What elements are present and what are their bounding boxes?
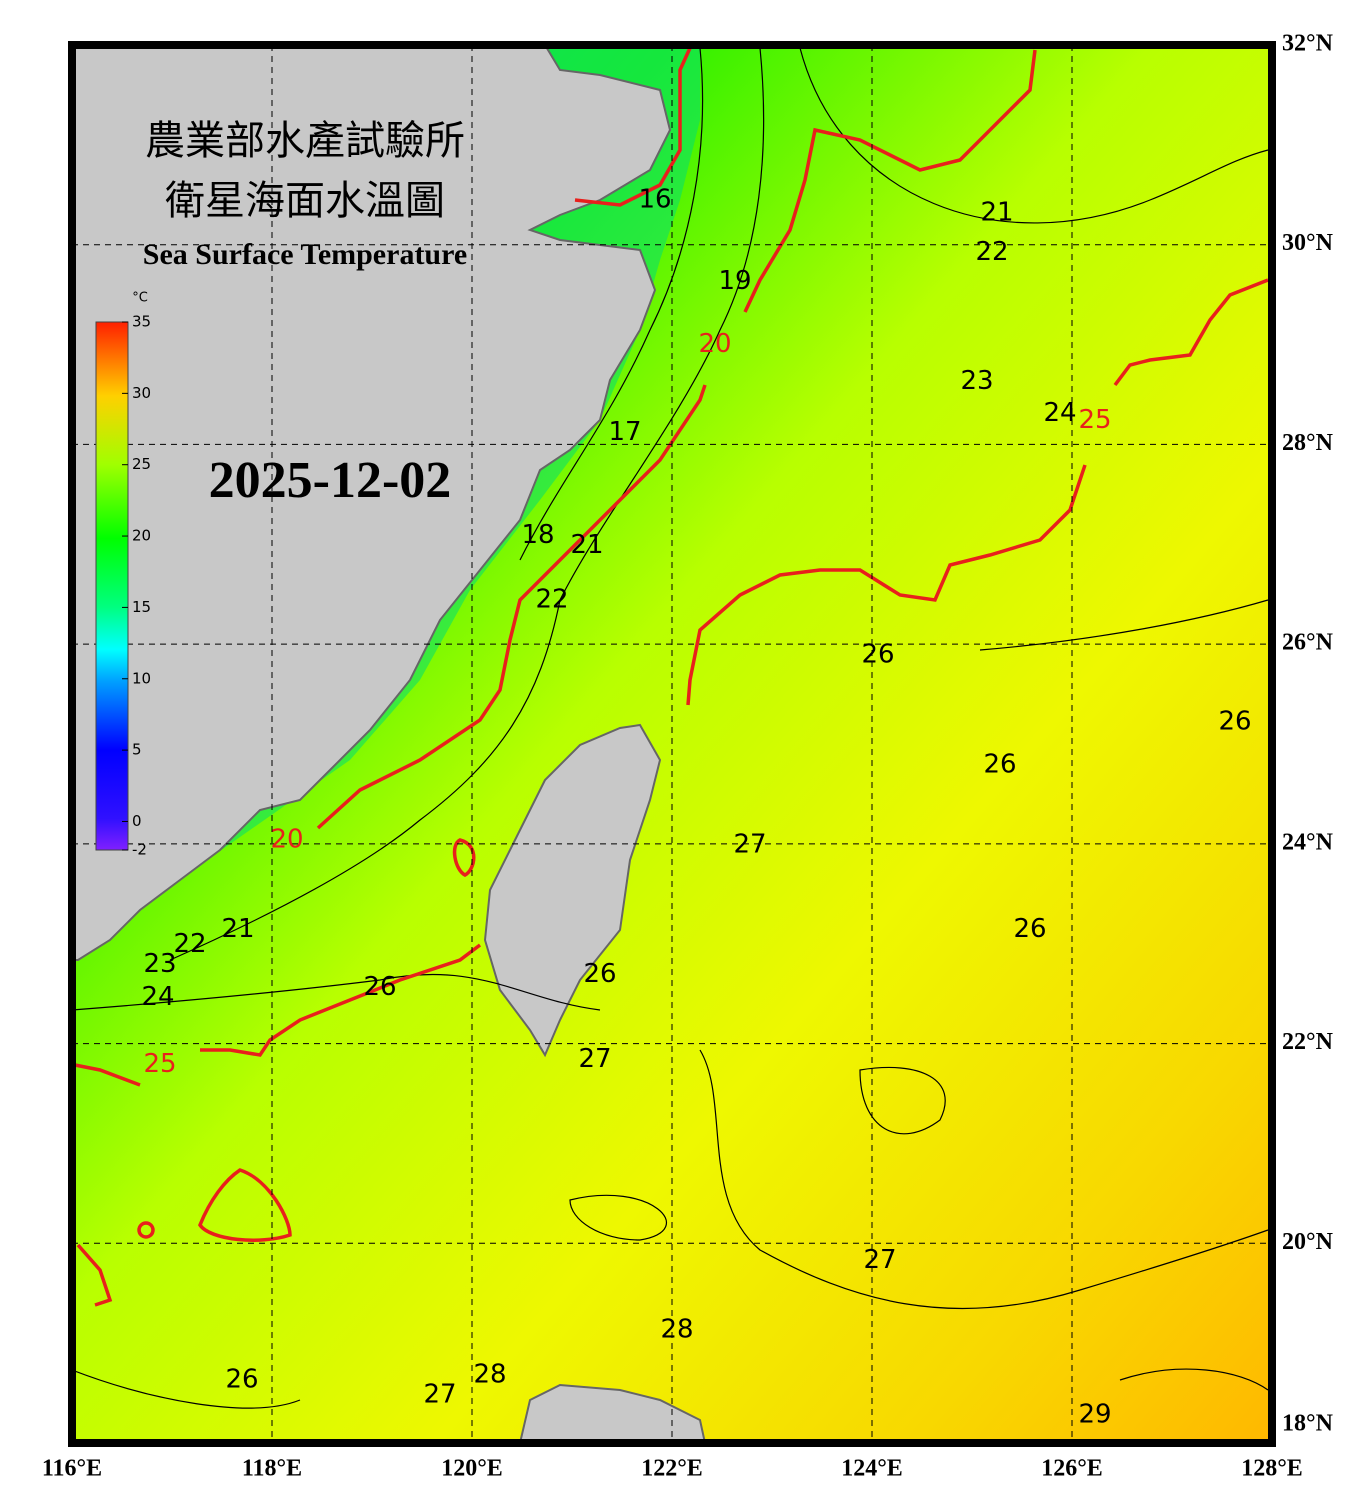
contour-25 xyxy=(137,1221,155,1239)
colorbar-tick-label: 20 xyxy=(132,527,151,545)
x-tick-label: 116°E xyxy=(42,1456,102,1482)
contour-25 xyxy=(1113,278,1269,387)
grid xyxy=(72,45,1272,1443)
title-zh: 農業部水產試驗所 xyxy=(145,118,465,163)
contour-25 xyxy=(452,838,476,877)
contour-25 xyxy=(686,464,1087,706)
date: 2025-12-02 xyxy=(209,452,452,509)
contour-line xyxy=(699,1049,1269,1310)
colorbar-tick-label: -2 xyxy=(132,841,147,859)
contour-label: 26 xyxy=(363,972,396,1002)
contour-label: 21 xyxy=(221,914,254,944)
x-tick-label: 126°E xyxy=(1041,1456,1103,1482)
contour-label: 26 xyxy=(225,1365,258,1395)
contour-label: 26 xyxy=(983,749,1016,779)
x-tick-label: 124°E xyxy=(841,1456,903,1482)
contour-label: 29 xyxy=(1078,1400,1111,1430)
colorbar-tick-label: 25 xyxy=(132,455,151,473)
land-taiwan xyxy=(483,723,662,1058)
colorbar-unit: °C xyxy=(132,291,148,306)
contour-label: 27 xyxy=(863,1245,896,1275)
contour-label: 23 xyxy=(143,949,176,979)
contour-line xyxy=(72,1194,667,1409)
contour-label: 22 xyxy=(535,585,568,615)
y-tick-label: 32°N xyxy=(1282,31,1334,57)
y-tick-label: 22°N xyxy=(1282,1029,1334,1055)
major-contours xyxy=(74,47,1269,1307)
colorbar xyxy=(95,321,129,851)
contour-label: 26 xyxy=(1013,914,1046,944)
contour-label: 28 xyxy=(660,1315,693,1345)
y-tick-label: 18°N xyxy=(1282,1411,1334,1437)
x-tick-label: 118°E xyxy=(242,1456,302,1482)
contour-label: 24 xyxy=(141,982,174,1012)
contour-label: 18 xyxy=(521,520,554,550)
x-tick-label: 128°E xyxy=(1241,1456,1303,1482)
contour-label: 25 xyxy=(1078,405,1111,435)
y-tick-label: 20°N xyxy=(1282,1229,1334,1255)
contour-line xyxy=(859,599,1269,1135)
colorbar-tick-label: 30 xyxy=(132,384,151,402)
y-tick-label: 26°N xyxy=(1282,630,1334,656)
colorbar-tick-label: 15 xyxy=(132,598,151,616)
contour-label: 27 xyxy=(733,829,766,859)
contour-line xyxy=(519,47,704,561)
contour-20 xyxy=(743,49,1037,313)
contour-label: 21 xyxy=(980,197,1013,227)
contour-25 xyxy=(74,1063,141,1087)
contour-label: 24 xyxy=(1043,398,1076,428)
x-tick-label: 122°E xyxy=(641,1456,703,1482)
contour-label: 22 xyxy=(975,237,1008,267)
contours xyxy=(72,47,1269,1409)
map-frame xyxy=(68,41,1276,1447)
contour-label: 20 xyxy=(698,329,731,359)
x-tick-label: 120°E xyxy=(441,1456,503,1482)
y-tick-label: 30°N xyxy=(1282,230,1334,256)
contour-line xyxy=(799,47,1269,224)
colorbar-tick-label: 35 xyxy=(132,313,151,331)
subtitle-zh: 衛星海面水溫圖 xyxy=(165,178,445,223)
y-tick-label: 28°N xyxy=(1282,430,1334,456)
contour-label: 26 xyxy=(583,959,616,989)
contour-label: 26 xyxy=(861,640,894,670)
contour-label: 21 xyxy=(570,530,603,560)
contour-label: 22 xyxy=(173,929,206,959)
contour-25 xyxy=(198,1168,292,1242)
contour-label: 17 xyxy=(608,417,641,447)
contour-20 xyxy=(574,47,692,207)
colorbar-tick-label: 10 xyxy=(132,669,151,687)
colorbar-tick-label: 5 xyxy=(132,741,142,759)
contour-25 xyxy=(76,1243,113,1307)
contour-label: 16 xyxy=(638,184,671,214)
contour-label: 23 xyxy=(960,366,993,396)
contour-label: 27 xyxy=(423,1380,456,1410)
contour-label: 26 xyxy=(1218,707,1251,737)
contour-label: 25 xyxy=(143,1049,176,1079)
contour-20 xyxy=(316,384,707,830)
land-china xyxy=(72,45,672,961)
contour-25 xyxy=(200,943,482,1057)
title-en: Sea Surface Temperature xyxy=(143,238,467,271)
contour-line xyxy=(169,47,765,961)
contour-label: 19 xyxy=(718,266,751,296)
contour-line xyxy=(1119,1368,1269,1391)
colorbar-tick-label: 0 xyxy=(132,812,142,830)
axes: 116°E 118°E 120°E 122°E 124°E 126°E 128°E 18°N 2… xyxy=(42,31,1334,1482)
y-tick-label: 24°N xyxy=(1282,829,1334,855)
contour-label: 27 xyxy=(578,1044,611,1074)
contour-line xyxy=(72,973,601,1011)
contour-label: 28 xyxy=(473,1360,506,1390)
contour-label: 20 xyxy=(270,824,303,854)
